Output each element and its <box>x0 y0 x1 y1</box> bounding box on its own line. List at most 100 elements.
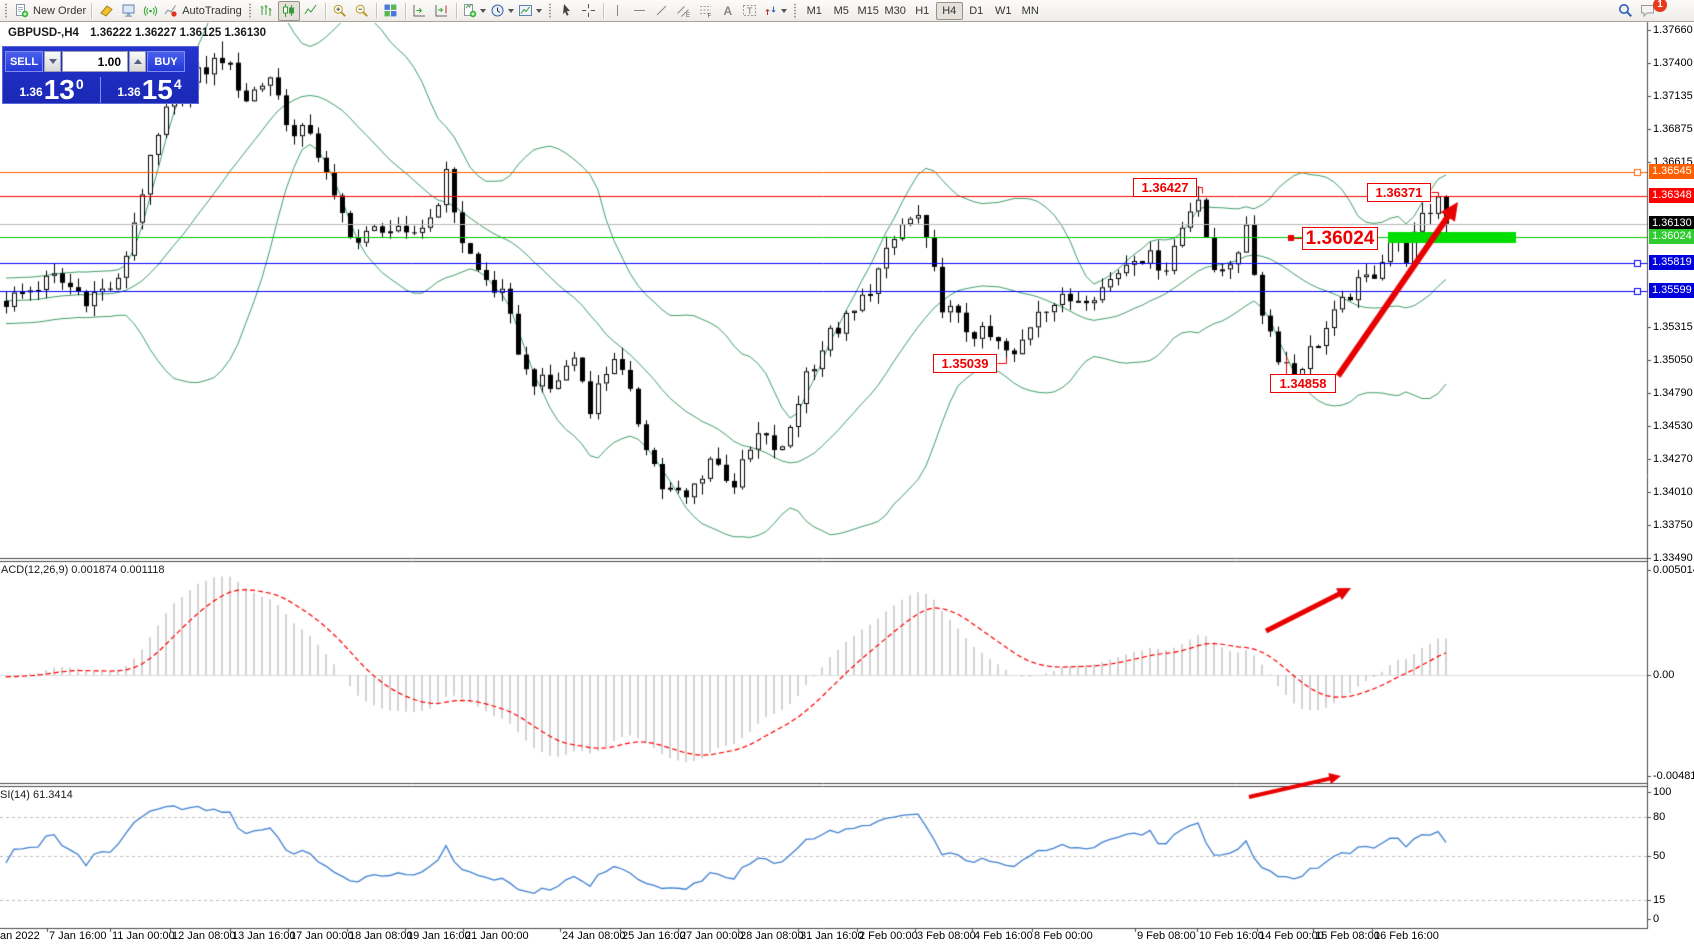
auto-scroll-icon <box>413 5 426 17</box>
signal-button[interactable] <box>139 1 161 21</box>
trade-panel-controls: SELL BUY <box>3 47 198 74</box>
zoom-out-button[interactable] <box>351 1 373 21</box>
triangle-down-icon <box>48 59 57 64</box>
timeframe-m30-button[interactable]: M30 <box>884 4 906 17</box>
lot-size-input[interactable] <box>62 51 128 72</box>
search-icon <box>1618 4 1632 18</box>
chevron-down-icon <box>479 8 486 13</box>
templates-button[interactable] <box>516 1 544 21</box>
trendline-icon <box>656 5 667 16</box>
templates-icon <box>518 5 532 16</box>
trendline-button[interactable] <box>651 1 673 21</box>
new-order-label: New Order <box>33 4 87 17</box>
svg-text:E: E <box>686 13 690 18</box>
chevron-down-icon <box>535 8 542 13</box>
timeframe-d1-button[interactable]: D1 <box>969 4 984 17</box>
symbol-timeframe-label: GBPUSD-,H4 <box>8 27 79 39</box>
chart-profile-icon <box>99 5 113 17</box>
new-order-icon <box>16 4 29 18</box>
vertical-line-icon <box>617 5 619 16</box>
svg-text:T: T <box>747 6 753 16</box>
sell-button[interactable]: SELL <box>5 51 43 72</box>
periods-button[interactable] <box>488 1 516 21</box>
svg-text:A: A <box>724 4 733 18</box>
search-button[interactable] <box>1614 1 1636 21</box>
new-chart-button[interactable] <box>460 1 488 21</box>
autotrading-icon <box>164 5 177 17</box>
zoom-out-icon <box>355 4 369 17</box>
chevron-down-icon <box>780 8 787 13</box>
lot-decrease-button[interactable] <box>44 51 61 72</box>
tile-windows-icon <box>384 4 397 17</box>
chart-shift-icon <box>435 5 448 17</box>
cursor-icon <box>563 4 571 16</box>
market-watch-icon <box>122 4 135 17</box>
timeframe-w1-button[interactable]: W1 <box>994 4 1012 17</box>
crosshair-icon <box>582 4 596 17</box>
toolbar: New Order AutoTrading E F A T M1 M5 M15 … <box>0 0 1694 22</box>
notifications-button[interactable]: 1 <box>1636 0 1667 21</box>
text-label-button[interactable]: T <box>739 1 761 21</box>
buy-button[interactable]: BUY <box>147 51 185 72</box>
vertical-line-button[interactable] <box>607 1 629 21</box>
timeframe-m1-button[interactable]: M1 <box>806 4 822 17</box>
auto-scroll-button[interactable] <box>409 1 431 21</box>
candlestick-chart-button[interactable] <box>277 0 300 21</box>
autotrading-label: AutoTrading <box>182 4 242 17</box>
fibonacci-icon: F <box>700 6 712 19</box>
svg-text:F: F <box>708 14 712 19</box>
timeframe-m15-button[interactable]: M15 <box>857 4 879 17</box>
toolbar-grip[interactable] <box>547 2 552 19</box>
chart-profile-button[interactable] <box>95 1 117 21</box>
line-chart-icon <box>304 4 317 15</box>
trade-panel-prices: 1.36 13 0 1.36 15 4 <box>3 74 198 105</box>
chart-shift-button[interactable] <box>431 1 453 21</box>
bar-chart-button[interactable] <box>256 1 278 21</box>
triangle-up-icon <box>133 59 142 64</box>
toolbar-grip[interactable] <box>247 2 252 19</box>
ohlc-values: 1.36222 1.36227 1.36125 1.36130 <box>90 27 267 39</box>
chevron-down-icon <box>507 8 514 13</box>
buy-price[interactable]: 1.36 15 4 <box>117 74 182 105</box>
price-callout-label[interactable]: 1.36371 <box>1367 183 1431 202</box>
text-button[interactable]: A <box>717 1 739 21</box>
price-callout-label[interactable]: 1.36427 <box>1133 178 1197 197</box>
tile-windows-button[interactable] <box>380 1 402 21</box>
new-order-button[interactable]: New Order <box>12 1 88 21</box>
line-chart-button[interactable] <box>300 1 322 21</box>
fibonacci-button[interactable]: F <box>695 1 717 21</box>
arrows-icon <box>765 6 776 15</box>
price-callout-label[interactable]: 1.34858 <box>1270 374 1336 393</box>
chart-header: GBPUSD-,H4 1.36222 1.36227 1.36125 1.361… <box>8 27 266 39</box>
candlestick-chart-icon <box>283 4 295 17</box>
text-label-icon: T <box>743 5 757 16</box>
timeframe-m5-button[interactable]: M5 <box>833 4 849 17</box>
new-chart-icon <box>463 3 476 18</box>
text-icon: A <box>724 4 733 18</box>
timeframe-h1-button[interactable]: H1 <box>915 4 930 17</box>
sell-price[interactable]: 1.36 13 0 <box>19 74 84 105</box>
notification-badge: 1 <box>1653 0 1667 12</box>
price-callout-label[interactable]: 1.35039 <box>933 354 997 373</box>
lot-increase-button[interactable] <box>129 51 146 72</box>
channel-icon: E <box>677 6 690 18</box>
toolbar-grip[interactable] <box>792 2 797 19</box>
crosshair-button[interactable] <box>578 1 600 21</box>
timeframe-h4-button[interactable]: H4 <box>935 1 963 20</box>
signal-icon <box>143 6 157 16</box>
horizontal-line-icon <box>634 10 646 11</box>
zoom-in-button[interactable] <box>329 1 351 21</box>
price-callout-label[interactable]: 1.36024 <box>1302 227 1378 250</box>
toolbar-grip[interactable] <box>4 2 8 19</box>
periods-icon <box>491 4 504 17</box>
horizontal-line-button[interactable] <box>629 1 651 21</box>
autotrading-button[interactable]: AutoTrading <box>161 1 244 21</box>
arrows-button[interactable] <box>761 1 789 21</box>
bar-chart-icon <box>261 5 272 16</box>
timeframe-mn-button[interactable]: MN <box>1021 4 1039 17</box>
channel-button[interactable]: E <box>673 1 695 21</box>
market-watch-button[interactable] <box>117 1 139 21</box>
cursor-button[interactable] <box>556 1 578 21</box>
